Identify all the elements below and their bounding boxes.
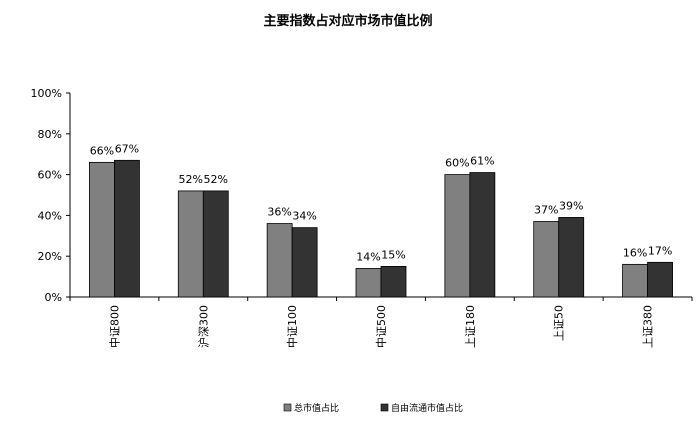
bar-total: [622, 263, 648, 298]
data-label: 17%: [648, 244, 672, 257]
legend-label: 总市值占比: [294, 402, 339, 414]
x-category-label: 中证500: [375, 305, 388, 348]
legend-label: 自由流通市值占比: [391, 402, 463, 414]
x-category-label: 中证100: [286, 305, 299, 348]
bar-free-float: [647, 261, 673, 298]
y-tick-label: 0%: [45, 291, 62, 304]
data-label: 67%: [115, 142, 139, 155]
plot-area: 0% 20% 40% 60% 80% 100% 66% 67% 中证800 52% 52% 沪深300…: [31, 87, 693, 348]
y-tick-label: 100%: [31, 87, 62, 100]
data-label: 52%: [179, 173, 203, 186]
y-tick-label: 40%: [38, 209, 62, 222]
y-tick-label: 80%: [38, 128, 62, 141]
bar-free-float: [558, 217, 585, 298]
x-category-label: 中证800: [108, 305, 121, 348]
data-label: 34%: [292, 210, 316, 223]
data-label: 36%: [267, 206, 291, 219]
data-label: 39%: [559, 199, 583, 212]
legend: 总市值占比 自由流通市值占比: [283, 402, 463, 414]
x-category-label: 上证50: [553, 305, 566, 341]
x-category-label: 上证180: [464, 305, 477, 348]
data-label: 16%: [623, 246, 647, 259]
bar-total: [89, 161, 115, 298]
bar-total: [177, 190, 204, 298]
bar-free-float: [114, 159, 140, 298]
bar-total: [355, 268, 382, 298]
bar-free-float: [291, 227, 318, 298]
y-tick-label: 20%: [38, 250, 62, 263]
y-tick-label: 60%: [38, 169, 62, 182]
x-category-label: 沪深300: [196, 305, 210, 348]
data-label: 37%: [534, 204, 558, 217]
data-label: 66%: [90, 144, 114, 157]
bar-total: [266, 223, 293, 298]
data-label: 14%: [356, 250, 380, 263]
chart-title: 主要指数占对应市场市值比例: [263, 13, 432, 29]
legend-swatch: [380, 403, 389, 412]
bar-free-float: [380, 265, 407, 298]
bar-total: [444, 174, 471, 298]
bar-total: [533, 221, 560, 298]
x-category-label: 上证380: [642, 305, 655, 348]
data-label: 15%: [381, 248, 405, 261]
bar-free-float: [202, 190, 229, 298]
data-label: 60%: [445, 157, 469, 170]
data-label: 52%: [204, 173, 228, 186]
data-label: 61%: [470, 155, 494, 168]
legend-swatch: [283, 403, 292, 412]
bar-free-float: [469, 172, 496, 298]
